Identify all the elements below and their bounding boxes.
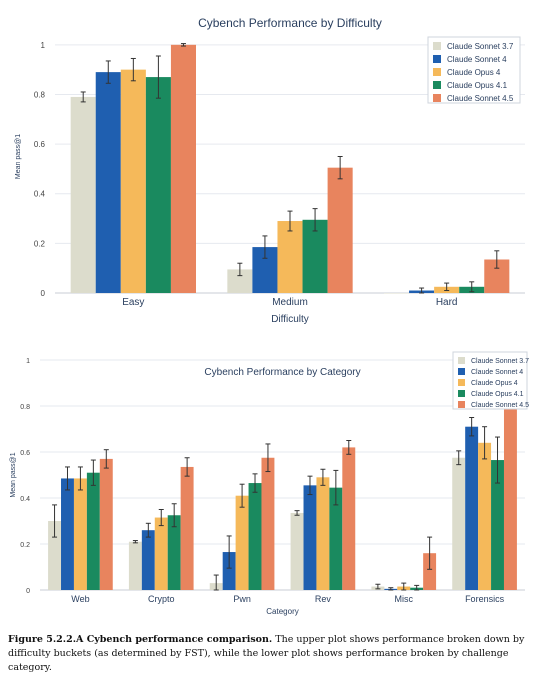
legend-swatch xyxy=(458,357,465,364)
x-tick-label: Easy xyxy=(122,297,144,308)
bar xyxy=(235,495,249,590)
x-tick-label: Crypto xyxy=(148,594,175,604)
chart-title: Cybench Performance by Category xyxy=(204,367,360,378)
legend-swatch xyxy=(433,94,441,102)
legend-swatch xyxy=(458,390,465,397)
bar xyxy=(261,457,275,590)
bar xyxy=(73,478,87,590)
y-tick-label: 0.2 xyxy=(34,239,46,248)
bar xyxy=(170,44,196,294)
y-tick-label: 0.4 xyxy=(34,190,46,199)
y-tick-label: 0.8 xyxy=(20,404,30,411)
bar xyxy=(145,77,171,293)
legend-label: Claude Opus 4 xyxy=(447,68,501,77)
legend-swatch xyxy=(458,379,465,386)
legend-label: Claude Sonnet 4.5 xyxy=(471,402,529,409)
bar xyxy=(141,530,155,590)
bar xyxy=(180,466,194,590)
legend-label: Claude Sonnet 3.7 xyxy=(447,42,514,51)
bar xyxy=(48,521,62,590)
legend-label: Claude Opus 4 xyxy=(471,380,518,387)
x-axis-label: Difficulty xyxy=(271,314,309,325)
legend-swatch xyxy=(458,401,465,408)
bar xyxy=(342,447,356,590)
x-axis-label: Category xyxy=(266,607,298,616)
bar xyxy=(154,517,168,590)
y-tick-label: 1 xyxy=(41,41,46,50)
bar xyxy=(303,485,317,590)
bar xyxy=(248,483,262,590)
legend-label: Claude Sonnet 4 xyxy=(471,369,523,376)
legend-box xyxy=(427,36,521,104)
bar xyxy=(316,477,330,590)
category-chart: 0 0.2 0.4 0.6 0.8 1 Web Crypto Pwn Rev Misc Forensi… xyxy=(10,351,529,616)
bar xyxy=(120,69,146,294)
legend-label: Claude Sonnet 4 xyxy=(447,55,507,64)
bar xyxy=(384,293,410,294)
bar xyxy=(491,460,504,590)
bar xyxy=(128,541,142,590)
legend-swatch xyxy=(433,81,441,89)
bar xyxy=(167,515,181,590)
y-tick-label: 0.4 xyxy=(20,496,30,503)
legend-swatch xyxy=(433,55,441,63)
y-tick-label: 1 xyxy=(26,358,30,365)
legend-label: Claude Opus 4.1 xyxy=(447,81,508,90)
legend-label: Claude Opus 4.1 xyxy=(471,391,524,398)
difficulty-chart: 0 0.2 0.4 0.6 0.8 1 Easy Medium Hard Cybench Perf… xyxy=(15,16,525,325)
bar xyxy=(465,426,479,590)
y-axis-label: Mean pass@1 xyxy=(10,452,17,497)
figure-caption: Figure 5.2.2.A Cybench performance compa… xyxy=(8,633,548,675)
y-tick-label: 0 xyxy=(26,588,30,595)
legend-label: Claude Sonnet 4.5 xyxy=(447,94,514,103)
chart-title: Cybench Performance by Difficulty xyxy=(198,16,382,30)
bar xyxy=(302,219,328,293)
legend-box xyxy=(452,351,528,410)
x-tick-label: Forensics xyxy=(465,594,505,604)
bar xyxy=(503,400,517,590)
y-axis-label: Mean pass@1 xyxy=(15,134,22,179)
caption-text: The upper plot shows performance broken … xyxy=(8,634,525,673)
bar xyxy=(329,487,343,590)
caption-bold: Figure 5.2.2.A Cybench performance compa… xyxy=(8,634,273,645)
bar xyxy=(327,167,353,293)
legend-swatch xyxy=(433,68,441,76)
bar xyxy=(222,552,236,590)
x-tick-label: Rev xyxy=(315,594,332,604)
bar xyxy=(478,442,492,590)
x-tick-label: Pwn xyxy=(233,594,251,604)
x-tick-label: Medium xyxy=(272,297,308,308)
y-tick-label: 0.6 xyxy=(34,140,46,149)
x-tick-label: Hard xyxy=(436,297,458,308)
bar xyxy=(86,472,100,590)
legend-swatch xyxy=(433,42,441,50)
legend-swatch xyxy=(458,368,465,375)
y-tick-label: 0.2 xyxy=(20,542,30,549)
bar xyxy=(99,458,113,590)
y-tick-label: 0.8 xyxy=(34,90,46,99)
bar xyxy=(70,96,96,293)
x-tick-label: Web xyxy=(71,594,89,604)
bar xyxy=(277,221,303,293)
legend-label: Claude Sonnet 3.7 xyxy=(471,358,529,365)
bar xyxy=(423,553,437,590)
y-tick-label: 0.6 xyxy=(20,450,30,457)
y-tick-label: 0 xyxy=(41,289,46,298)
x-tick-label: Misc xyxy=(395,594,414,604)
bar xyxy=(290,512,304,590)
bar xyxy=(95,72,121,293)
bar xyxy=(227,269,253,293)
bar xyxy=(452,457,466,590)
bar xyxy=(61,478,74,590)
